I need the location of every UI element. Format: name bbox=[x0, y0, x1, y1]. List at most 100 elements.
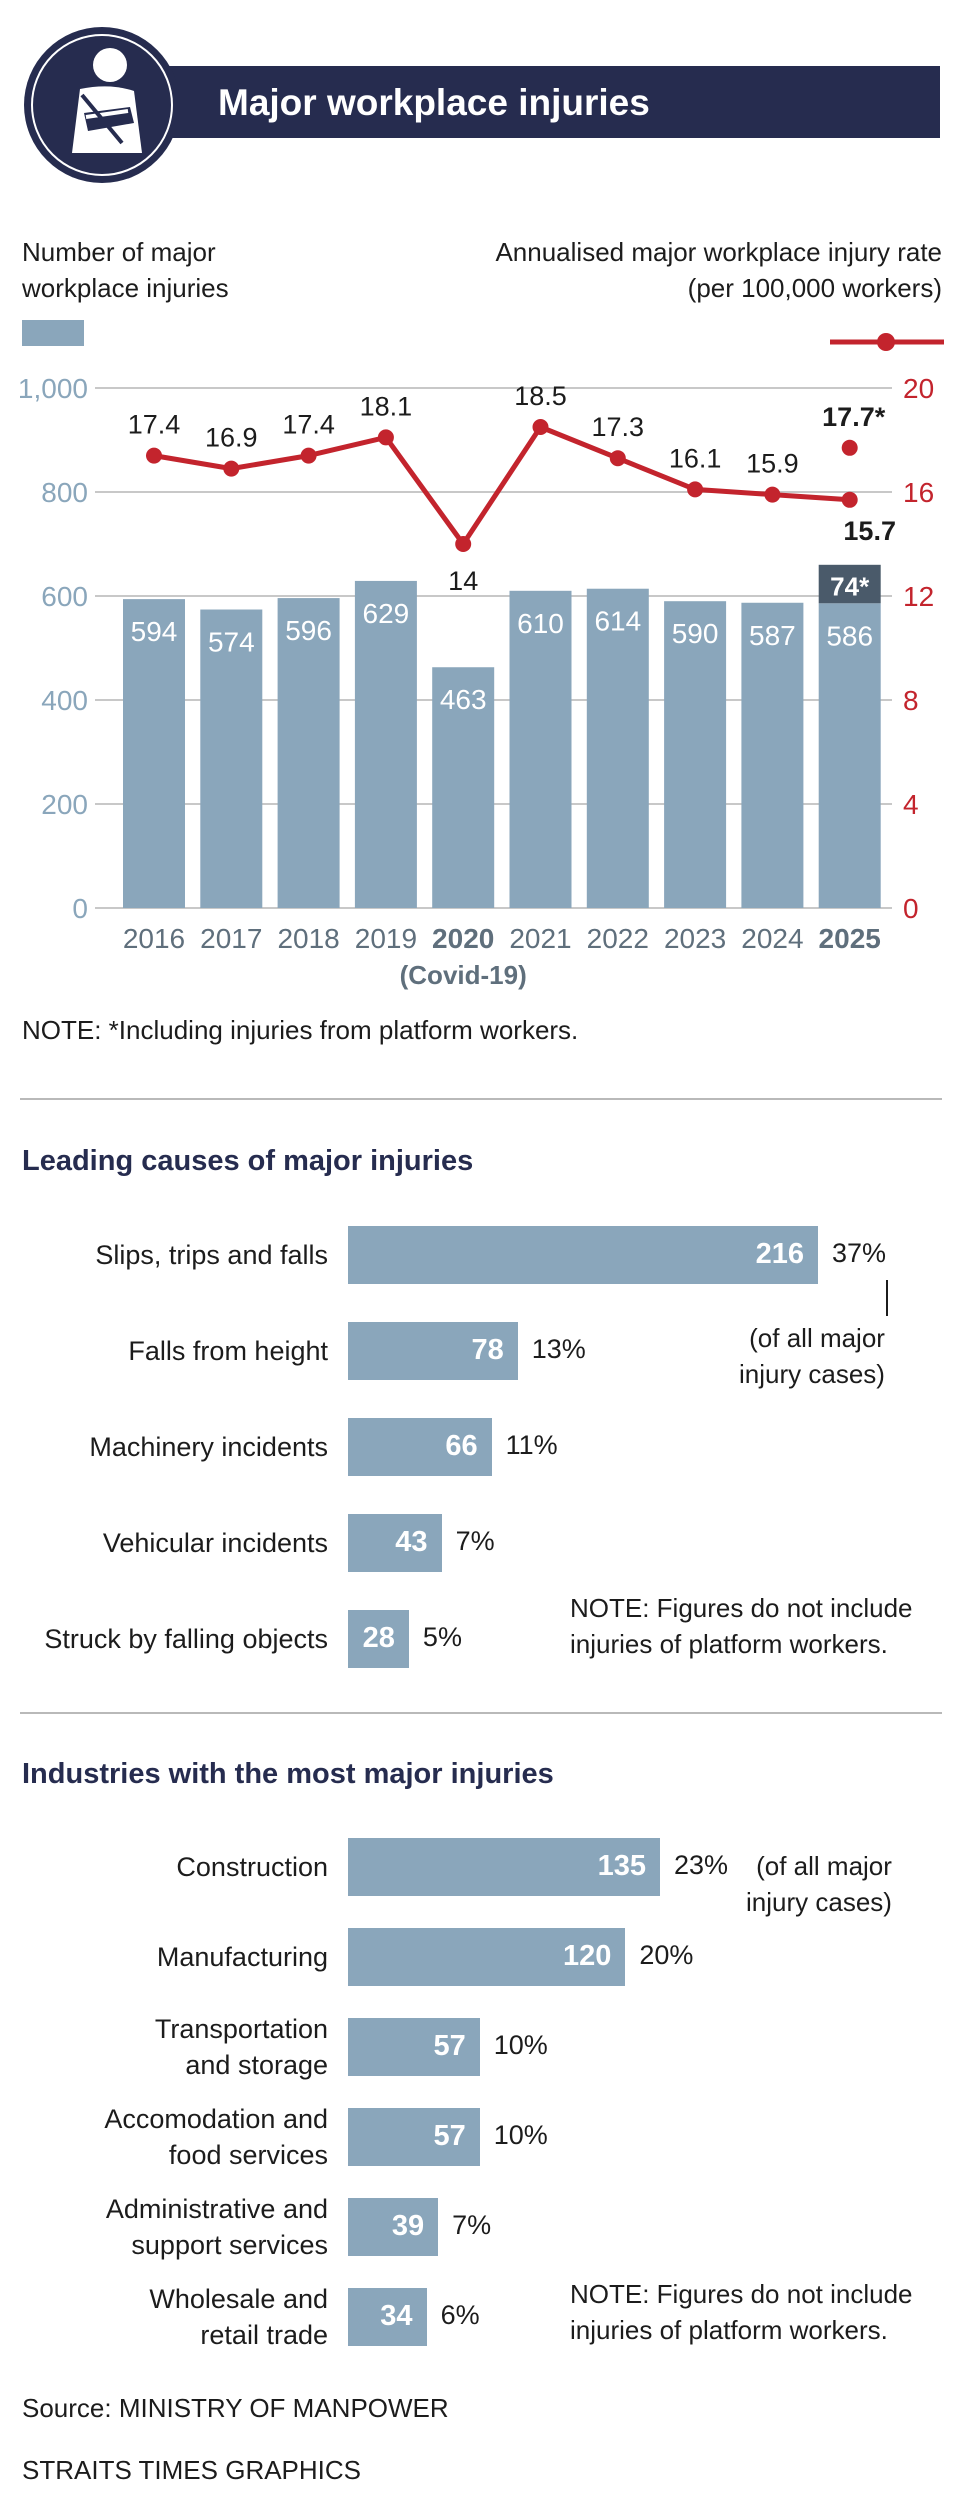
chart-note: NOTE: *Including injuries from platform … bbox=[22, 1015, 579, 1045]
bar-value-label: 574 bbox=[208, 627, 255, 658]
bar bbox=[664, 601, 727, 908]
rate-value-label: 15.9 bbox=[746, 449, 799, 479]
category-label: Administrative and support services bbox=[105, 2194, 328, 2260]
rate-point bbox=[532, 419, 549, 435]
bar-value-label: 135 bbox=[597, 1850, 646, 1882]
causes-note: NOTE: Figures do not include injuries of… bbox=[570, 1593, 913, 1659]
platform-bar bbox=[818, 564, 881, 604]
industries-annotation: (of all major injury cases) bbox=[746, 1851, 892, 1917]
platform-bar-label: 74* bbox=[830, 571, 870, 601]
legend-line-swatch bbox=[830, 333, 944, 351]
rate-point bbox=[377, 429, 394, 446]
causes-annotation: (of all major injury cases) bbox=[739, 1323, 885, 1389]
category-label: Manufacturing bbox=[156, 1942, 328, 1972]
bar-value-label: 216 bbox=[755, 1238, 804, 1270]
right-tick-label: 20 bbox=[903, 373, 934, 404]
left-tick-label: 400 bbox=[41, 685, 88, 716]
bar-value-label: 28 bbox=[362, 1622, 395, 1654]
bar-value-label: 120 bbox=[562, 1940, 612, 1972]
bar: 39 bbox=[348, 2198, 439, 2256]
bar: 57 bbox=[348, 2108, 480, 2166]
percent-label: 20% bbox=[639, 1940, 694, 1970]
bar: 78 bbox=[348, 1322, 518, 1380]
legend-bars-label: Number of major workplace injuries bbox=[22, 237, 229, 303]
category-label: Wholesale and retail trade bbox=[149, 2284, 328, 2350]
rate-value-label: 15.7 bbox=[843, 516, 896, 546]
bar-value-label: 66 bbox=[445, 1430, 478, 1462]
x-sub-label: (Covid-19) bbox=[400, 960, 527, 990]
category-label: Falls from height bbox=[128, 1336, 328, 1366]
page-title: Major workplace injuries bbox=[218, 82, 650, 123]
source: Source: MINISTRY OF MANPOWER bbox=[22, 2393, 449, 2423]
x-tick-label: 2020 bbox=[432, 923, 494, 954]
rate-point bbox=[455, 536, 472, 552]
rate-line bbox=[153, 424, 850, 547]
rate-point bbox=[841, 491, 858, 508]
bar-value-label: 57 bbox=[433, 2120, 466, 2152]
bar-value-label: 43 bbox=[395, 1526, 428, 1558]
bar-value-label: 463 bbox=[440, 684, 487, 715]
combo-chart: 0 200 400 600 800 1,000 0 4 8 12 16 20 594 574 596 629 4… bbox=[18, 373, 934, 990]
percent-label: 10% bbox=[493, 2030, 548, 2060]
divider bbox=[20, 1712, 942, 1714]
rate-value-label: 16.1 bbox=[669, 443, 722, 473]
rate-value-label: 18.5 bbox=[514, 381, 567, 411]
bar bbox=[818, 603, 881, 908]
rate-value-label: 17.4 bbox=[128, 410, 181, 440]
bar: 28 bbox=[348, 1610, 409, 1668]
percent-label: 7% bbox=[455, 1526, 495, 1556]
right-tick-label: 8 bbox=[903, 685, 919, 716]
bar-value-label: 596 bbox=[285, 615, 332, 646]
x-tick-label: 2017 bbox=[200, 923, 262, 954]
x-tick-label: 2023 bbox=[664, 923, 726, 954]
x-tick-label: 2019 bbox=[355, 923, 417, 954]
left-tick-label: 1,000 bbox=[18, 373, 88, 404]
bar bbox=[354, 580, 417, 908]
percent-label: 10% bbox=[493, 2120, 548, 2150]
platform-rate-label: 17.7* bbox=[822, 402, 886, 432]
percent-label: 6% bbox=[440, 2300, 480, 2330]
rate-point bbox=[223, 460, 240, 477]
bar-value-label: 57 bbox=[433, 2030, 466, 2062]
x-tick-label: 2022 bbox=[587, 923, 649, 954]
bar-value-label: 610 bbox=[517, 608, 564, 639]
x-tick-label: 2018 bbox=[277, 923, 339, 954]
rate-value-label: 17.3 bbox=[592, 412, 645, 442]
bar-value-label: 587 bbox=[749, 620, 796, 651]
industries-note: NOTE: Figures do not include injuries of… bbox=[570, 2279, 913, 2345]
divider bbox=[20, 1098, 942, 1100]
category-label: Accomodation and food services bbox=[104, 2104, 328, 2170]
industries-title: Industries with the most major injuries bbox=[22, 1758, 554, 1790]
percent-label: 11% bbox=[505, 1430, 558, 1460]
category-label: Struck by falling objects bbox=[44, 1624, 328, 1654]
bar-value-label: 629 bbox=[363, 598, 410, 629]
right-tick-label: 16 bbox=[903, 477, 934, 508]
annotation-tick bbox=[886, 1280, 888, 1316]
credit: STRAITS TIMES GRAPHICS bbox=[22, 2455, 362, 2485]
category-label: Slips, trips and falls bbox=[95, 1240, 328, 1270]
injured-arm-icon bbox=[24, 27, 180, 183]
percent-label: 37% bbox=[832, 1238, 887, 1268]
x-tick-label: 2016 bbox=[123, 923, 185, 954]
bar-value-label: 614 bbox=[594, 606, 641, 637]
bar-value-label: 78 bbox=[471, 1334, 504, 1366]
bar: 57 bbox=[348, 2018, 480, 2076]
bar bbox=[277, 598, 340, 908]
category-label: Machinery incidents bbox=[89, 1432, 328, 1462]
bar-value-label: 590 bbox=[672, 618, 719, 649]
x-tick-label: 2024 bbox=[741, 923, 803, 954]
bar: 34 bbox=[348, 2288, 427, 2346]
category-label: Vehicular incidents bbox=[102, 1528, 328, 1558]
percent-label: 7% bbox=[452, 2210, 492, 2240]
percent-label: 13% bbox=[531, 1334, 586, 1364]
percent-label: 23% bbox=[674, 1850, 729, 1880]
bar: 216 bbox=[348, 1226, 818, 1284]
rate-point bbox=[300, 447, 317, 464]
category-label: Construction bbox=[176, 1852, 328, 1882]
right-tick-label: 12 bbox=[903, 581, 934, 612]
percent-label: 5% bbox=[422, 1622, 462, 1652]
right-tick-label: 0 bbox=[903, 893, 919, 924]
rate-point bbox=[146, 447, 162, 464]
bar: 43 bbox=[348, 1514, 442, 1572]
bar bbox=[741, 602, 804, 908]
